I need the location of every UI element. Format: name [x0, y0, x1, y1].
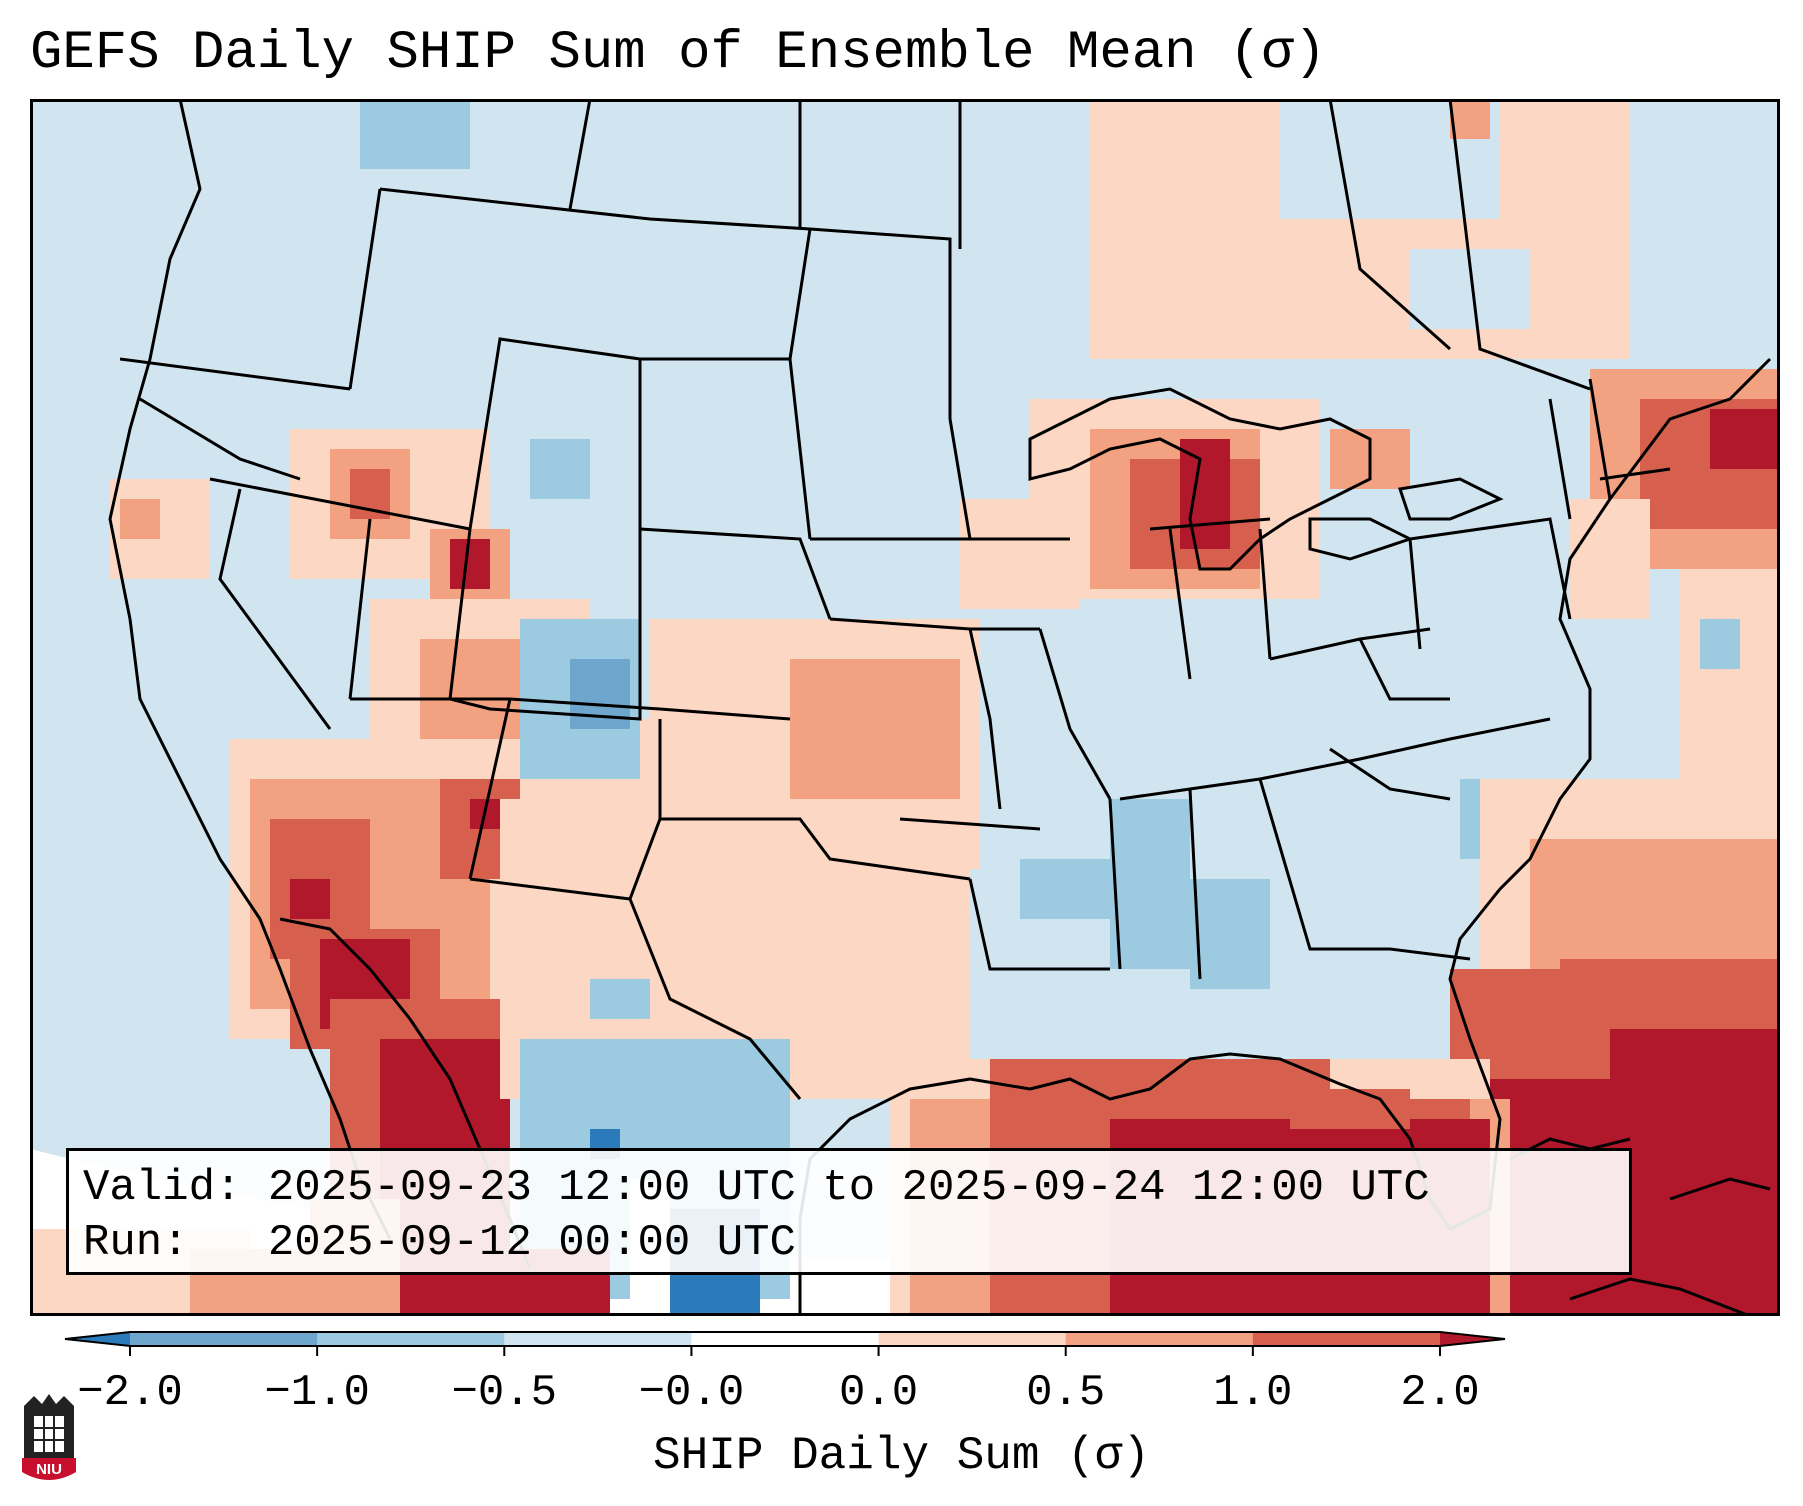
- colorbar-tick-label: 0.5: [1026, 1368, 1105, 1418]
- colorbar-segments: [64, 1331, 1506, 1347]
- valid-run-box: Valid: 2025-09-23 12:00 UTC to 2025-09-2…: [66, 1148, 1632, 1275]
- map-title: GEFS Daily SHIP Sum of Ensemble Mean (σ): [30, 23, 1327, 84]
- colorbar-segment: [691, 1332, 880, 1346]
- colorbar-tick-label: −0.5: [451, 1368, 557, 1418]
- colorbar-segment: [1252, 1332, 1441, 1346]
- state-borders: [119, 99, 1671, 1100]
- anomaly-field: [30, 99, 1780, 1316]
- colorbar-segment: [317, 1332, 505, 1346]
- colorbar-segment: [1065, 1332, 1254, 1346]
- colorbar-tick-label: −1.0: [264, 1368, 370, 1418]
- colorbar-segment: [878, 1332, 1067, 1346]
- colorbar-tick-label: −0.0: [639, 1368, 745, 1418]
- run-line: Run: 2025-09-12 00:00 UTC: [83, 1218, 796, 1268]
- colorbar-segment: [130, 1332, 318, 1346]
- colorbar: −2.0 −1.0 −0.5 −0.0 0.0 0.5 1.0 2.0: [64, 1331, 1506, 1418]
- colorbar-tick-label: 0.0: [839, 1368, 918, 1418]
- ship-map: [30, 99, 1780, 1316]
- colorbar-extend-high: [1440, 1332, 1505, 1346]
- colorbar-label: SHIP Daily Sum (σ): [653, 1430, 1150, 1482]
- niu-logo: NIU: [22, 1394, 76, 1480]
- map-frame: [30, 99, 1780, 1316]
- colorbar-extend-low: [65, 1332, 130, 1346]
- colorbar-tick-label: −2.0: [77, 1368, 183, 1418]
- great-lakes: [1028, 387, 1504, 571]
- colorbar-tick-label: 2.0: [1400, 1368, 1479, 1418]
- colorbar-tick-label: 1.0: [1213, 1368, 1292, 1418]
- province-borders: [568, 99, 1451, 351]
- logo-text: NIU: [36, 1461, 62, 1478]
- colorbar-segment: [504, 1332, 692, 1346]
- colorbar-ticks: −2.0 −1.0 −0.5 −0.0 0.0 0.5 1.0 2.0: [77, 1346, 1480, 1418]
- valid-line: Valid: 2025-09-23 12:00 UTC to 2025-09-2…: [83, 1163, 1430, 1213]
